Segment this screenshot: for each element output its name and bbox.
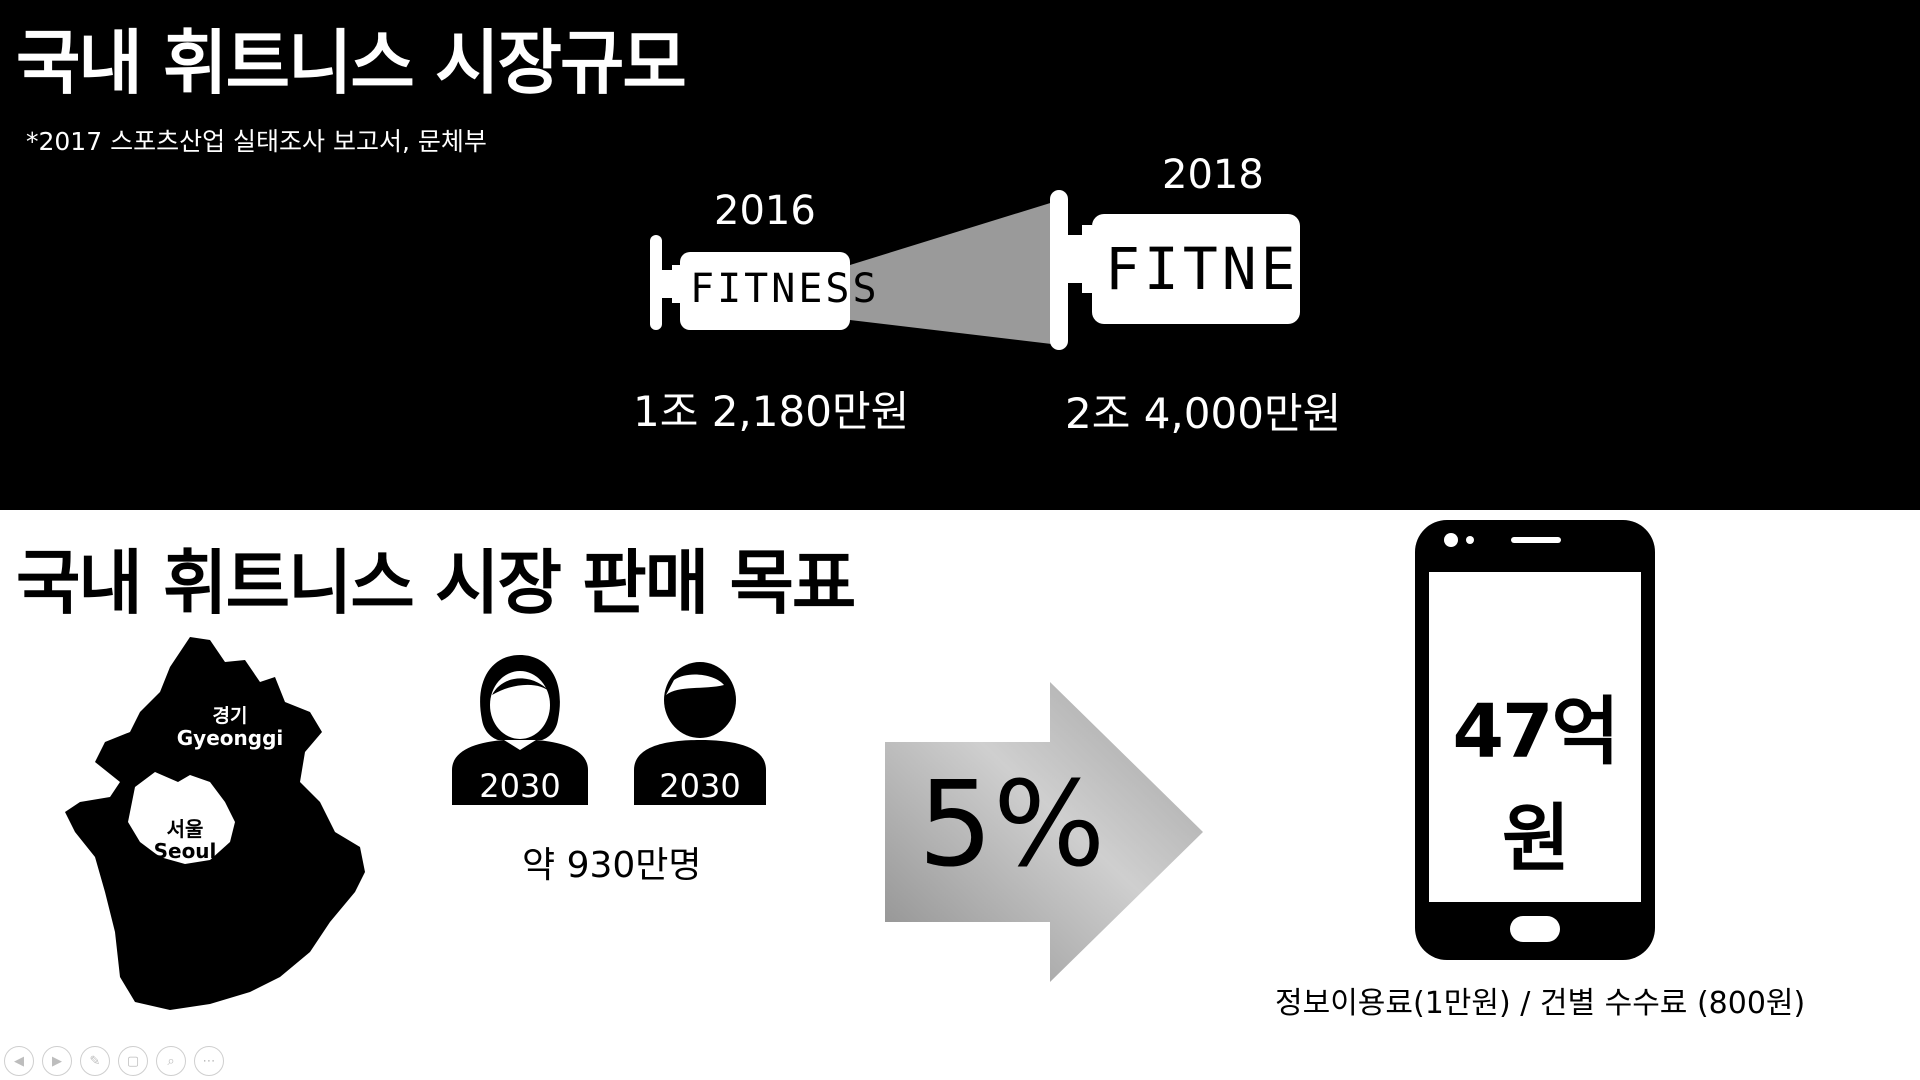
fitness-label-large: FITNESS <box>1105 235 1378 303</box>
year-2016: 2016 <box>714 188 816 234</box>
seoul-label: 서울 Seoul <box>153 817 217 863</box>
arrow-right-icon <box>885 682 1203 982</box>
slides-view-button[interactable]: ▢ <box>118 1046 148 1076</box>
population-text: 약 930만명 <box>522 845 702 886</box>
male-age-label: 2030 <box>659 767 741 805</box>
slide-controls: ◀ ▶ ✎ ▢ ⌕ ⋯ <box>4 1046 224 1076</box>
revenue-target: 47억원 <box>1452 689 1619 882</box>
fee-text: 정보이용료(1만원) / 건별 수수료 (800원) <box>1275 986 1806 1021</box>
woman-icon <box>452 655 588 805</box>
prev-slide-button[interactable]: ◀ <box>4 1046 34 1076</box>
market-value-2018: 2조 4,000만원 <box>1065 389 1342 438</box>
target-percent: 5% <box>918 755 1106 893</box>
next-slide-button[interactable]: ▶ <box>42 1046 72 1076</box>
sales-target-title: 국내 휘트니스 시장 판매 목표 <box>16 542 856 624</box>
zoom-button[interactable]: ⌕ <box>156 1046 186 1076</box>
market-size-title: 국내 휘트니스 시장규모 <box>16 22 687 104</box>
gyeonggi-label: 경기 Gyeonggi <box>176 705 284 750</box>
year-2018: 2018 <box>1162 152 1264 198</box>
female-age-label: 2030 <box>479 767 561 805</box>
man-icon <box>634 662 766 805</box>
fitness-label-small: FITNESS <box>690 266 880 312</box>
more-options-button[interactable]: ⋯ <box>194 1046 224 1076</box>
pen-tool-button[interactable]: ✎ <box>80 1046 110 1076</box>
source-note: *2017 스포츠산업 실태조사 보고서, 문체부 <box>26 127 487 156</box>
market-value-2016: 1조 2,180만원 <box>633 387 910 436</box>
dumbbell-icon <box>650 190 1300 350</box>
smartphone-icon <box>1415 520 1655 960</box>
map-icon <box>65 637 365 1010</box>
